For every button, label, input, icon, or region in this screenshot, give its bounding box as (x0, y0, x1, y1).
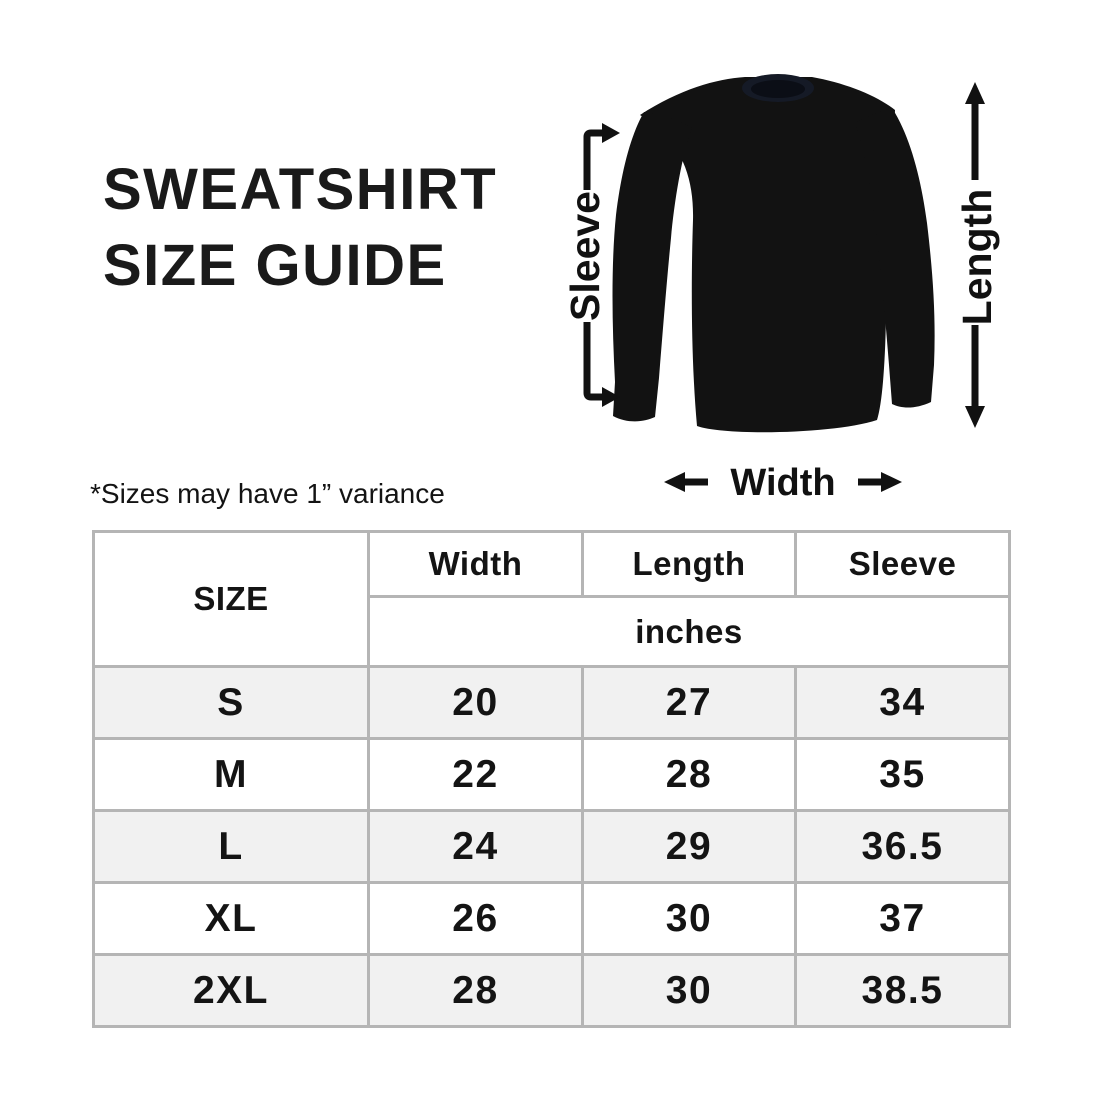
cell-size: S (92, 665, 370, 740)
cell-size: L (92, 809, 370, 884)
cell-length: 27 (581, 665, 797, 740)
cell-width: 24 (367, 809, 584, 884)
cell-sleeve: 34 (794, 665, 1011, 740)
sleeve-measure-arrowheads (602, 123, 620, 407)
cell-sleeve: 38.5 (794, 953, 1011, 1028)
table-unit-row: inches (94, 595, 1011, 668)
width-label: Width (730, 462, 835, 500)
cell-length: 28 (581, 737, 797, 812)
table-row-m: M 22 28 35 (92, 737, 1011, 812)
cell-size: XL (92, 881, 370, 956)
cell-sleeve: 35 (794, 737, 1011, 812)
unit-header: inches (367, 595, 1011, 668)
sweatshirt-left-sleeve (612, 112, 692, 422)
column-header-length: Length (581, 530, 797, 598)
size-table: SIZE Width Length Sleeve inches S 20 27 … (92, 530, 1011, 1028)
cell-width: 28 (367, 953, 584, 1028)
sweatshirt-image (612, 74, 935, 433)
cell-length: 29 (581, 809, 797, 884)
column-header-sleeve: Sleeve (794, 530, 1011, 598)
table-header-row: SIZE Width Length Sleeve (92, 530, 1011, 668)
table-row-l: L 24 29 36.5 (92, 809, 1011, 884)
size-column-header: SIZE (92, 530, 370, 668)
sleeve-measure-arrow (583, 129, 604, 401)
page-title-line2: SIZE GUIDE (103, 233, 447, 298)
cell-size: M (92, 737, 370, 812)
cell-width: 26 (367, 881, 584, 956)
length-measure-arrowheads (965, 82, 985, 428)
sleeve-label: Sleeve (562, 191, 608, 321)
sweatshirt-collar-inner (751, 80, 805, 98)
size-diagram: Sleeve Length Width (540, 60, 1010, 504)
cell-width: 20 (367, 665, 584, 740)
sweatshirt-body (640, 77, 895, 433)
width-measure-arrow-left (664, 472, 708, 492)
table-row-2xl: 2XL 28 30 38.5 (92, 953, 1011, 1028)
width-measure-arrow-right (858, 472, 902, 492)
table-row-xl: XL 26 30 37 (92, 881, 1011, 956)
sweatshirt-right-sleeve (855, 108, 935, 408)
cell-length: 30 (581, 953, 797, 1028)
cell-sleeve: 37 (794, 881, 1011, 956)
column-header-width: Width (367, 530, 584, 598)
cell-length: 30 (581, 881, 797, 956)
cell-sleeve: 36.5 (794, 809, 1011, 884)
page-title-line1: SWEATSHIRT (103, 157, 498, 222)
table-row-s: S 20 27 34 (92, 665, 1011, 740)
variance-note: *Sizes may have 1” variance (90, 478, 445, 509)
page-title: SWEATSHIRT SIZE GUIDE (103, 152, 497, 304)
length-label: Length (954, 189, 1000, 326)
cell-size: 2XL (92, 953, 370, 1028)
cell-width: 22 (367, 737, 584, 812)
